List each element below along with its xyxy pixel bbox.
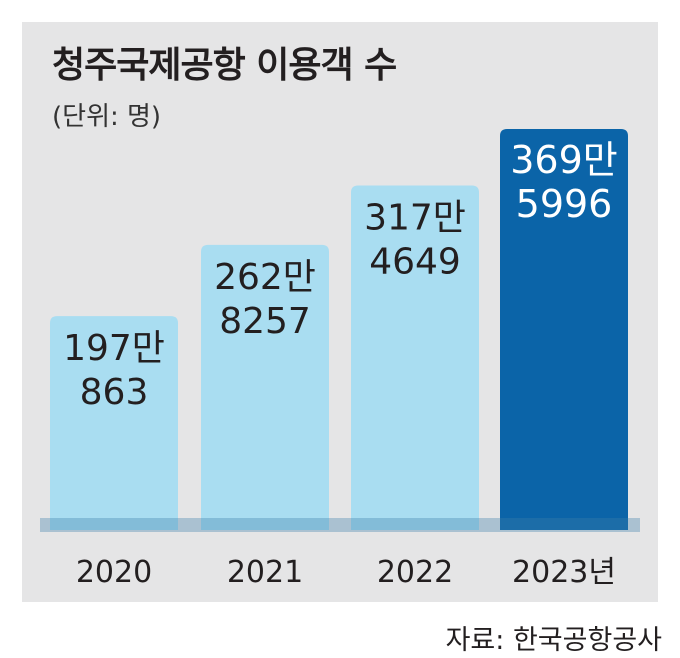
- x-tick-label: 2021: [227, 555, 303, 590]
- bar-2023년: [500, 128, 628, 530]
- bar-2022: [351, 185, 479, 530]
- bar-2020: [50, 316, 178, 530]
- bar-value-label: 369만: [510, 138, 618, 182]
- bar-value-label: 8257: [219, 301, 311, 342]
- source-note: 자료: 한국공항공사: [445, 625, 662, 656]
- x-tick-label: 2022: [377, 555, 453, 590]
- x-tick-label: 2020: [76, 555, 152, 590]
- x-tick-label: 2023년: [512, 555, 616, 590]
- bar-2021: [201, 244, 329, 531]
- chart-title: 청주국제공항 이용객 수: [52, 45, 397, 86]
- bar-value-label: 262만: [214, 257, 316, 298]
- unit-label: (단위: 명): [52, 102, 162, 132]
- bar-value-label: 317만: [364, 198, 466, 239]
- bar-value-label: 863: [80, 372, 149, 413]
- baseline-shadow: [40, 518, 640, 532]
- bar-value-label: 4649: [369, 242, 461, 283]
- bar-value-label: 5996: [516, 182, 613, 226]
- bar-value-label: 197만: [63, 328, 165, 369]
